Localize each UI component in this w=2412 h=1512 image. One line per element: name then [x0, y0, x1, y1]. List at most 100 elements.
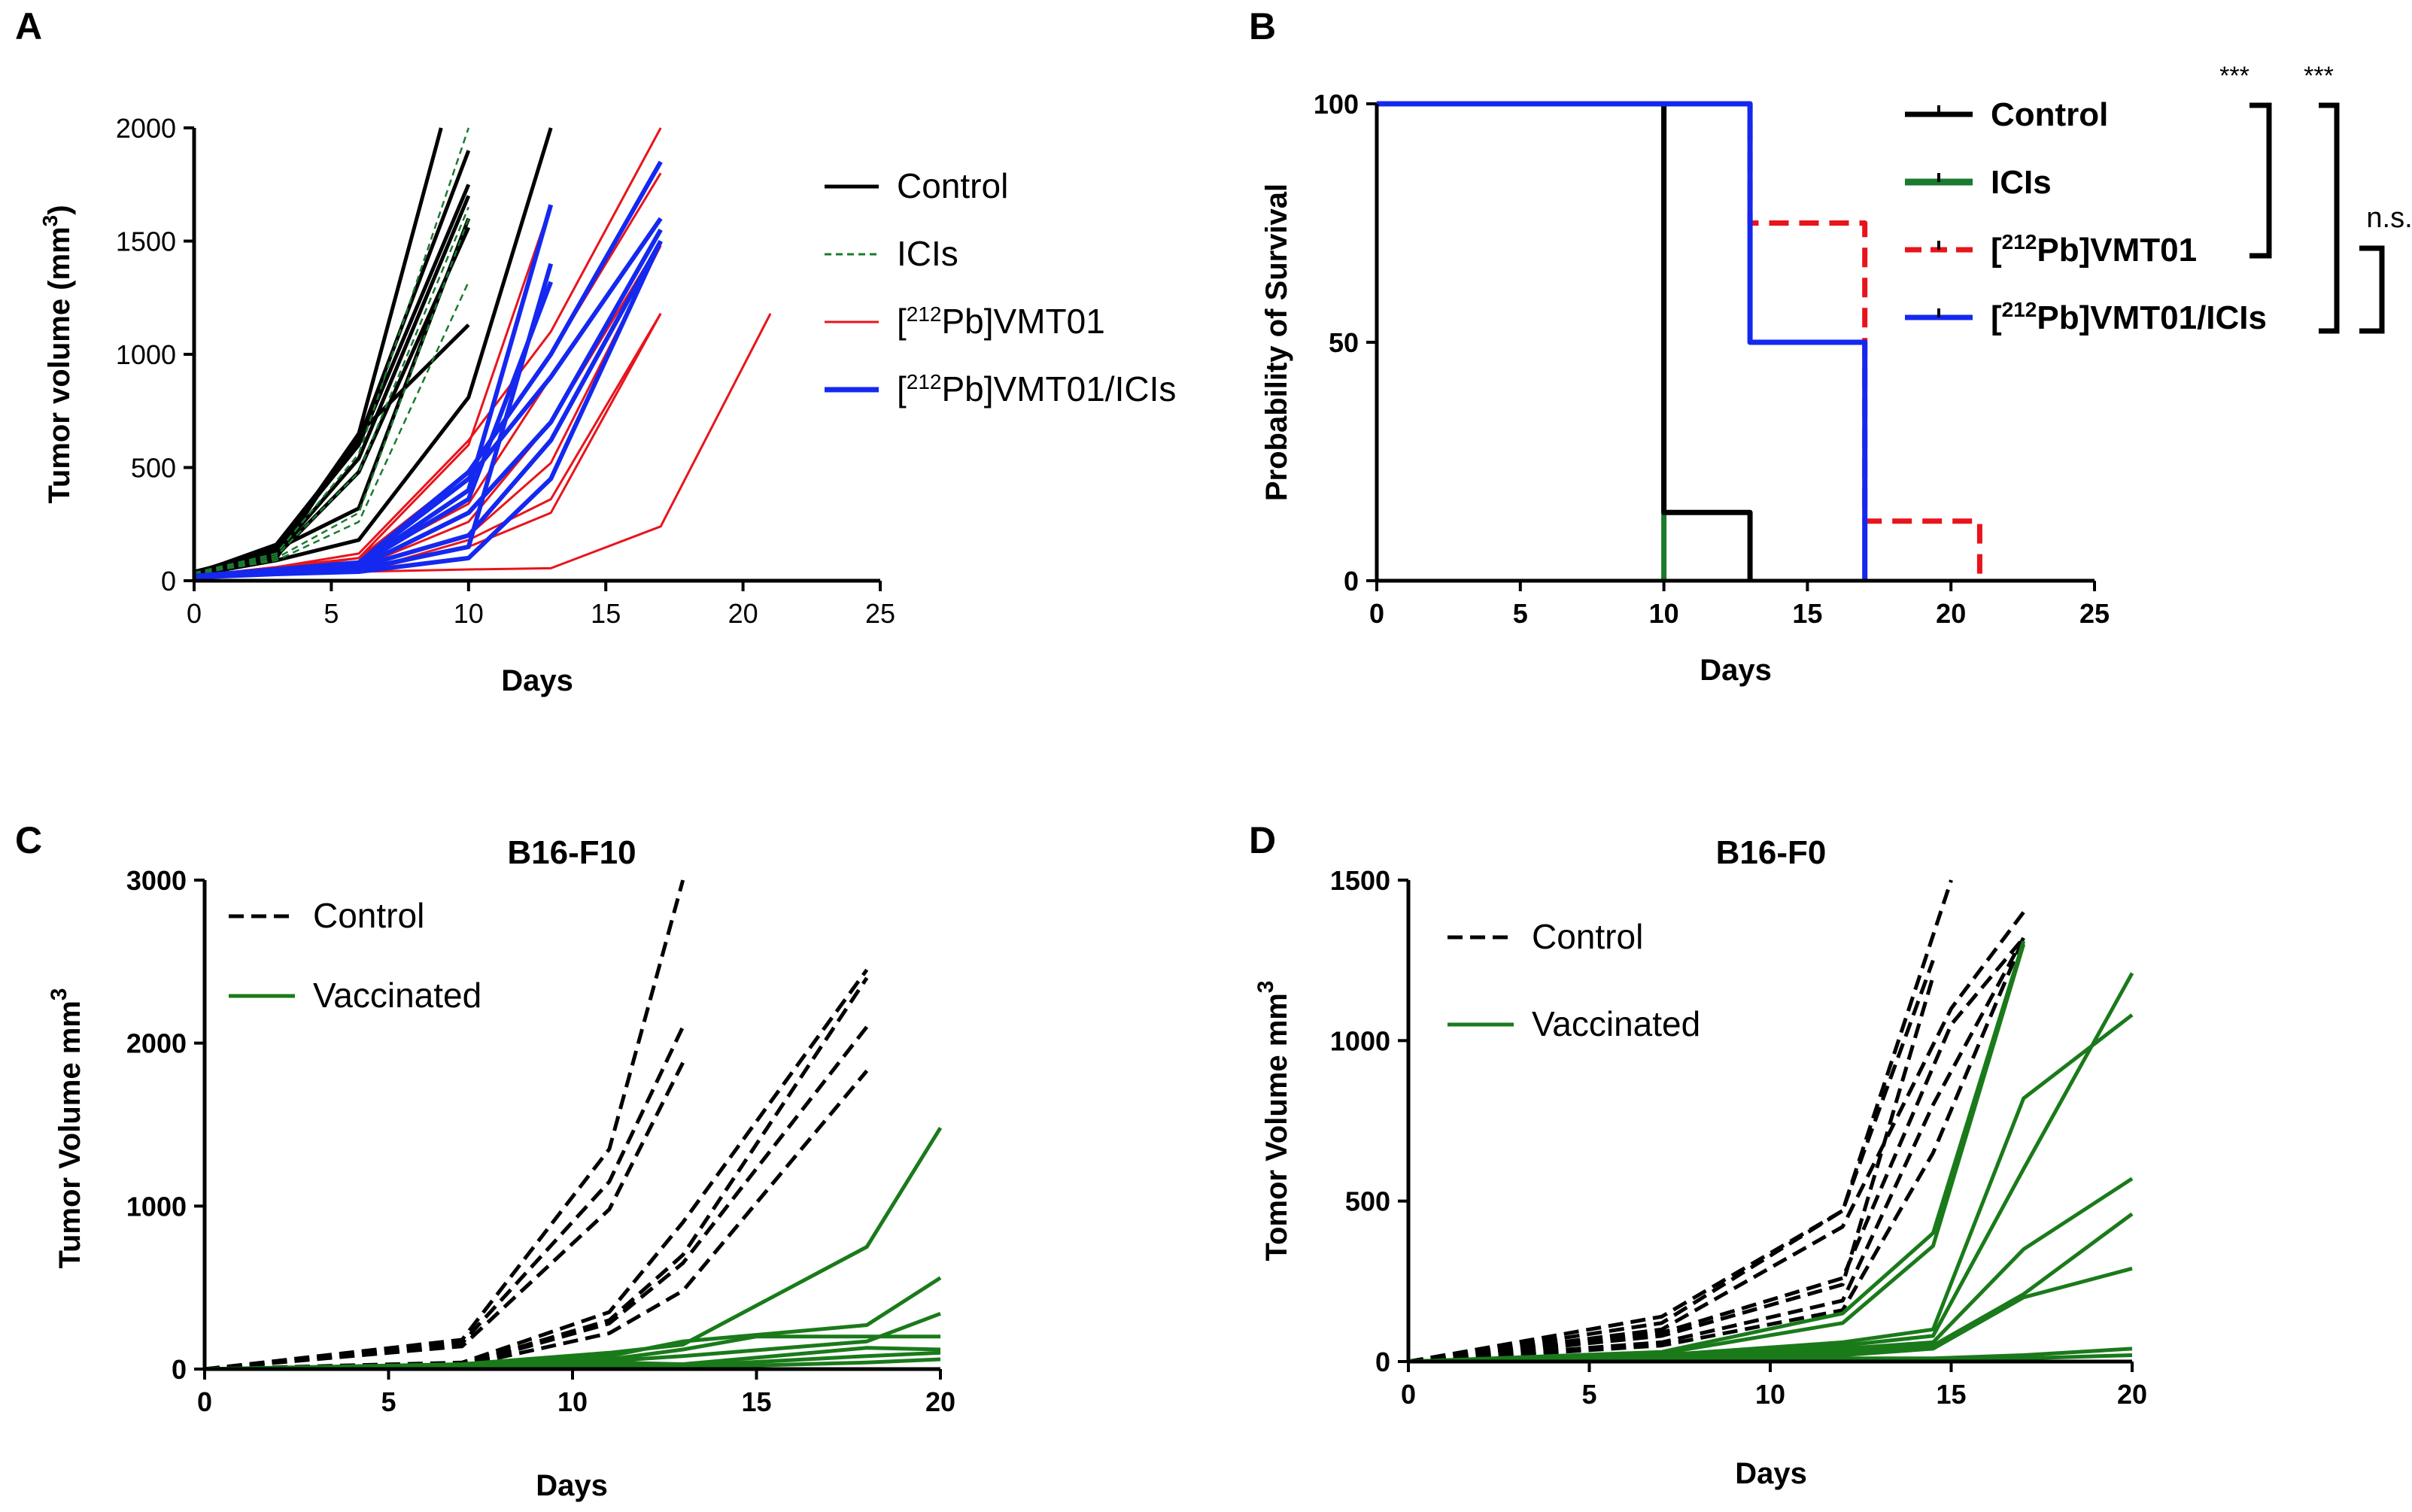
panel-a-series-control-2	[193, 184, 471, 575]
panel-b-series-pb-2	[1377, 101, 1982, 581]
panel-a-x-tick-label: 15	[591, 598, 621, 629]
panel-a-series-icis-11	[193, 281, 469, 575]
panel-b-x-tick-label: 5	[1513, 598, 1528, 629]
panel-d-y-tick-label: 0	[1375, 1347, 1390, 1377]
panel-c-title: B16-F10	[507, 834, 636, 871]
panel-b-x-tick-label: 10	[1649, 598, 1679, 629]
panel-a-series-control-6	[193, 127, 553, 577]
panel-a-label: A	[15, 5, 42, 47]
panel-b-label: B	[1249, 5, 1276, 47]
panel-b-legend-label-pbicis: [212Pb]VMT01/ICIs	[1991, 298, 2267, 336]
panel-a: A 0 5 10 15 20 25 0 500 1000 1500 2000 Days Tumor…	[15, 5, 1176, 697]
panel-b-legend-label-pb: [212Pb]VMT01	[1991, 230, 2197, 269]
panel-d-x-ticks: 0 5 10 15 20	[1401, 1362, 2147, 1410]
panel-b-lines	[1377, 101, 1982, 581]
panel-b-y-tick-label: 50	[1329, 327, 1359, 358]
panel-d-series-control-2	[1408, 911, 2025, 1364]
panel-d-series-control-5	[1408, 937, 2025, 1364]
panel-a-series-icis-9	[193, 206, 469, 575]
panel-c-y-ticks: 0 1000 2000 3000	[126, 865, 205, 1385]
panel-c-series-control-1	[204, 1025, 685, 1371]
bracket-pb-vs-pbicis	[2359, 245, 2385, 334]
panel-b-y-ticks: 0 50 100	[1314, 89, 1377, 597]
panel-a-legend-label-control: Control	[897, 166, 1008, 205]
panel-d-legend: Control Vaccinated	[1448, 917, 1700, 1043]
panel-a-x-tick-label: 10	[454, 598, 484, 629]
panel-c-x-tick-label: 5	[381, 1386, 396, 1417]
panel-d-y-ticks: 0 500 1000 1500	[1330, 865, 1408, 1377]
bracket-control-vs-pb	[2249, 102, 2272, 259]
panel-a-xlabel: Days	[501, 664, 573, 697]
panel-a-y-tick-label: 2000	[116, 113, 176, 144]
panel-b-x-ticks: 0 5 10 15 20 25	[1369, 581, 2110, 629]
panel-a-legend-label-pbicis: [212Pb]VMT01/ICIs	[897, 369, 1176, 408]
panel-d-x-tick-label: 20	[2117, 1379, 2147, 1410]
panel-b-xlabel: Days	[1700, 654, 1772, 687]
panel-b-x-tick-label: 0	[1369, 598, 1384, 629]
panel-d-legend-label-control: Control	[1532, 917, 1643, 956]
panel-a-legend-label-pb: [212Pb]VMT01	[897, 302, 1105, 341]
panel-d-series-control-4	[1408, 976, 1935, 1364]
panel-b-y-tick-label: 0	[1344, 566, 1359, 597]
panel-d-label: D	[1249, 819, 1276, 861]
panel-a-x-tick-label: 25	[865, 598, 895, 629]
panel-b-x-tick-label: 25	[2079, 598, 2110, 629]
panel-d-lines	[1408, 879, 2134, 1364]
panel-d-x-tick-label: 10	[1755, 1379, 1785, 1410]
sig-label-control-vs-pb: ***	[2219, 62, 2249, 90]
panel-a-y-ticks: 0 500 1000 1500 2000	[116, 113, 194, 597]
panel-a-legend: Control ICIs [212Pb]VMT01 [212Pb]VMT01/ICIs	[825, 166, 1176, 408]
panel-c-y-tick-label: 0	[172, 1354, 187, 1385]
panel-b-ylabel: Probability of Survival	[1260, 184, 1293, 501]
bracket-control-vs-pbicis	[2319, 102, 2340, 334]
panel-c-legend: Control Vaccinated	[229, 896, 481, 1015]
panel-d-y-tick-label: 1000	[1330, 1025, 1390, 1056]
panel-a-x-ticks: 0 5 10 15 20 25	[187, 581, 895, 629]
panel-d-series-vaccinated-9	[1408, 1013, 2134, 1364]
panel-a-lines	[193, 127, 772, 580]
panel-c-series-control-0	[204, 879, 685, 1371]
panel-a-x-tick-label: 20	[728, 598, 758, 629]
panel-a-y-tick-label: 1000	[116, 339, 176, 370]
panel-c-lines	[204, 879, 943, 1371]
panel-c-series-control-4	[204, 976, 869, 1371]
panel-d-x-tick-label: 0	[1401, 1379, 1416, 1410]
panel-c-y-tick-label: 3000	[126, 865, 187, 896]
panel-a-series-control-7	[193, 217, 471, 576]
panel-c-legend-label-vaccinated: Vaccinated	[313, 976, 481, 1015]
panel-c-label: C	[15, 819, 42, 861]
panel-a-y-tick-label: 500	[131, 453, 176, 484]
panel-b-x-tick-label: 15	[1792, 598, 1822, 629]
panel-c-y-tick-label: 1000	[126, 1191, 187, 1222]
panel-d-y-tick-label: 500	[1345, 1186, 1390, 1217]
sig-label-control-vs-pbicis: ***	[2304, 62, 2334, 90]
panel-c-y-tick-label: 2000	[126, 1028, 187, 1059]
panel-d-title: B16-F0	[1716, 834, 1827, 871]
panel-d-xlabel: Days	[1735, 1457, 1807, 1490]
panel-d-series-control-0	[1408, 879, 1953, 1364]
panel-d-series-control-1	[1408, 959, 1935, 1364]
panel-c-x-tick-label: 10	[557, 1386, 588, 1417]
panel-c-series-control-6	[204, 1069, 869, 1371]
panel-b-legend: Control ICIs [212Pb]VMT01 [212Pb]VMT01/ICIs	[1905, 96, 2267, 336]
panel-d-series-vaccinated-12	[1408, 1212, 2134, 1364]
panel-a-x-tick-label: 0	[187, 598, 202, 629]
panel-b-x-tick-label: 20	[1936, 598, 1966, 629]
panel-a-y-tick-label: 1500	[116, 226, 176, 257]
sig-label-pb-vs-pbicis: n.s.	[2366, 202, 2412, 234]
panel-b-legend-label-control: Control	[1991, 96, 2108, 133]
panel-b-y-tick-label: 100	[1314, 89, 1359, 120]
panel-b-series-pbicis-3	[1377, 101, 1868, 581]
panel-c-x-tick-label: 20	[925, 1386, 955, 1417]
panel-c-series-control-5	[204, 1025, 869, 1371]
panel-c-x-tick-label: 0	[197, 1386, 212, 1417]
panel-c-x-ticks: 0 5 10 15 20	[197, 1369, 955, 1417]
panel-c-x-tick-label: 15	[741, 1386, 771, 1417]
panel-a-ylabel: Tumor volume (mm3)	[38, 205, 76, 503]
panel-d-series-control-3	[1408, 937, 2025, 1364]
panel-c-xlabel: Days	[536, 1469, 608, 1502]
panel-d-x-tick-label: 15	[1936, 1379, 1966, 1410]
panel-a-series-pbicis-28	[193, 240, 663, 580]
panel-d: D B16-F0 0 5 10 15 20 0 500 1000 1500 Days Tomo…	[1249, 819, 2147, 1490]
